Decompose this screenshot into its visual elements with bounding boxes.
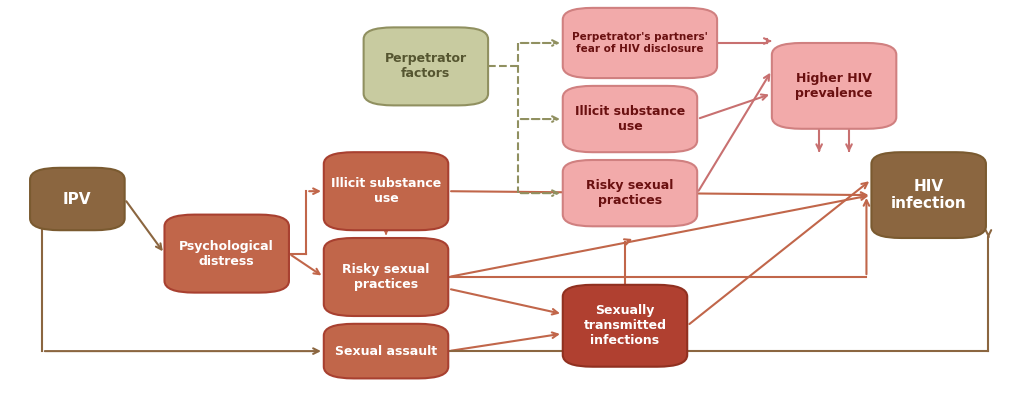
Text: Risky sexual
practices: Risky sexual practices	[586, 179, 674, 207]
Text: Illicit substance
use: Illicit substance use	[575, 105, 685, 133]
FancyBboxPatch shape	[324, 152, 448, 230]
FancyBboxPatch shape	[324, 238, 448, 316]
Text: Sexual assault: Sexual assault	[335, 345, 437, 358]
FancyBboxPatch shape	[563, 86, 697, 152]
FancyBboxPatch shape	[772, 43, 896, 129]
FancyBboxPatch shape	[165, 215, 289, 293]
FancyBboxPatch shape	[324, 324, 448, 378]
Text: Illicit substance
use: Illicit substance use	[331, 177, 441, 205]
FancyBboxPatch shape	[563, 8, 717, 78]
FancyBboxPatch shape	[563, 285, 687, 367]
Text: Perpetrator's partners'
fear of HIV disclosure: Perpetrator's partners' fear of HIV disc…	[572, 32, 708, 54]
FancyBboxPatch shape	[30, 168, 125, 230]
Text: Sexually
transmitted
infections: Sexually transmitted infections	[583, 304, 666, 347]
Text: Perpetrator
factors: Perpetrator factors	[385, 53, 467, 80]
Text: Higher HIV
prevalence: Higher HIV prevalence	[796, 72, 873, 100]
Text: IPV: IPV	[63, 191, 91, 207]
FancyBboxPatch shape	[563, 160, 697, 226]
FancyBboxPatch shape	[872, 152, 986, 238]
Text: HIV
infection: HIV infection	[891, 179, 966, 211]
Text: Risky sexual
practices: Risky sexual practices	[342, 263, 430, 291]
FancyBboxPatch shape	[364, 27, 488, 105]
Text: Psychological
distress: Psychological distress	[180, 240, 274, 267]
